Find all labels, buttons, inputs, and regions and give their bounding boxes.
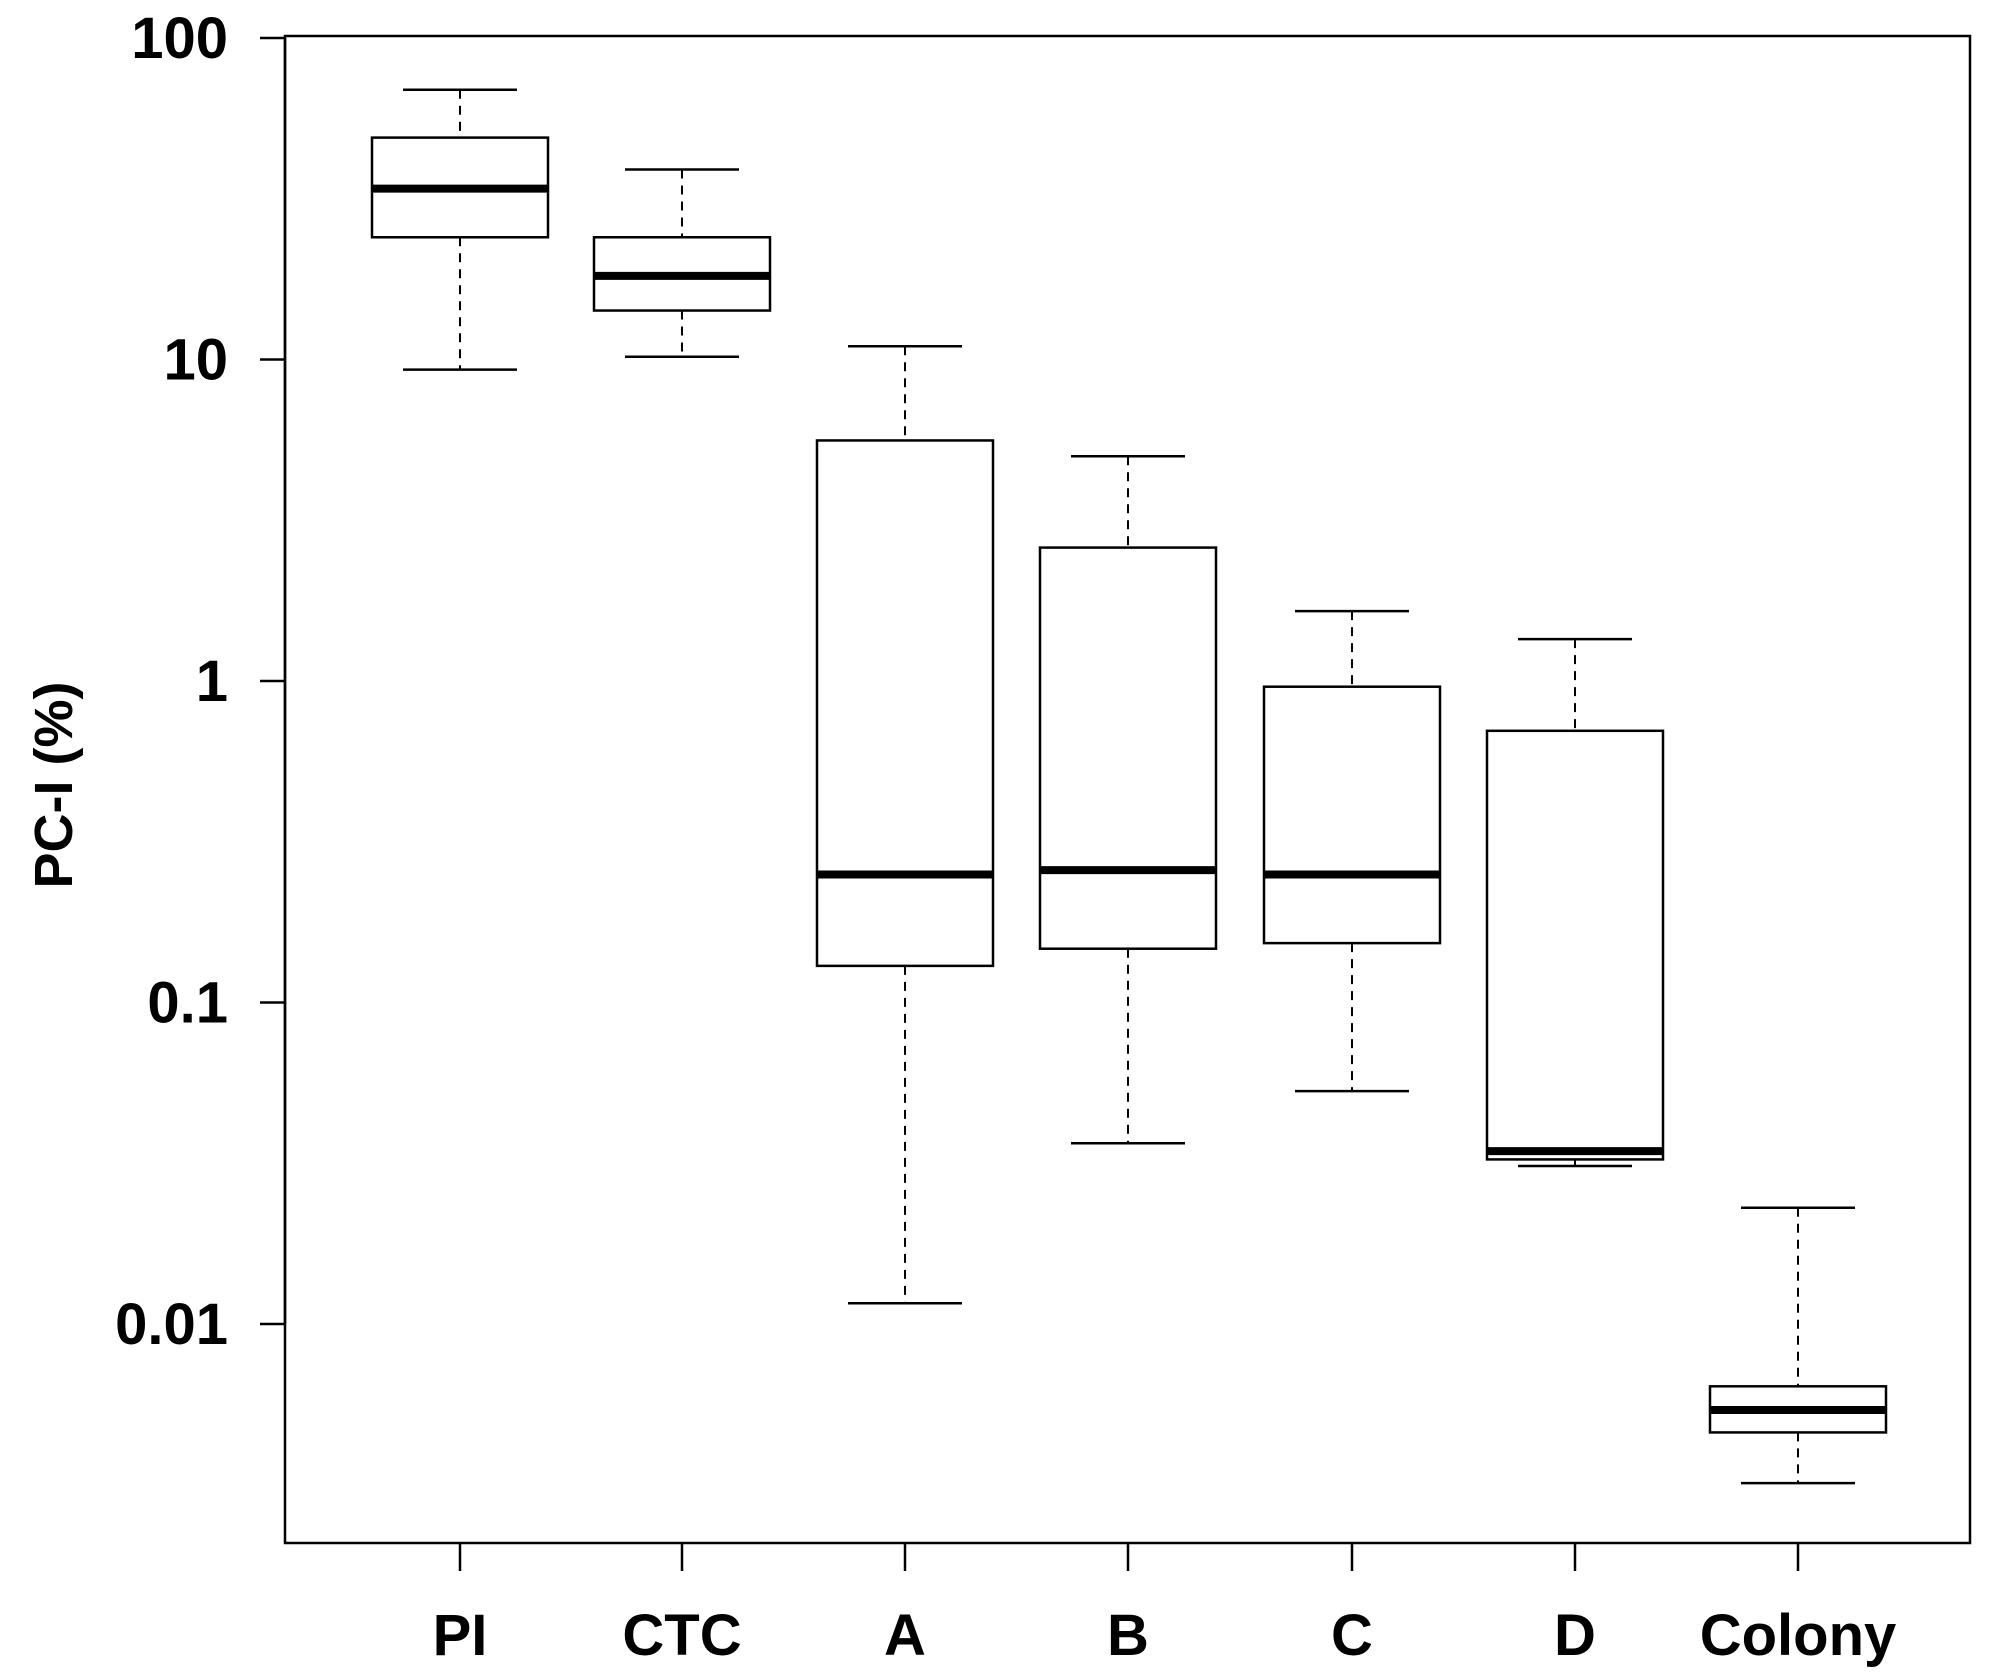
box-b xyxy=(1038,455,1218,1145)
iqr-box xyxy=(1038,546,1218,950)
x-axis: PI CTC A B C D Colony xyxy=(433,1543,1897,1668)
iqr-box xyxy=(815,439,995,968)
y-tick-label: 1 xyxy=(196,649,228,714)
box-a xyxy=(815,344,995,1305)
iqr-box xyxy=(1262,685,1442,945)
x-category-label: D xyxy=(1554,1603,1596,1668)
x-category-label: PI xyxy=(433,1603,488,1668)
box-pi xyxy=(370,88,550,371)
box-colony xyxy=(1708,1206,1888,1485)
boxes xyxy=(370,88,1888,1485)
box-d xyxy=(1485,637,1665,1168)
x-category-label: CTC xyxy=(622,1603,741,1668)
x-category-label: A xyxy=(884,1603,926,1668)
box-c xyxy=(1262,609,1442,1093)
y-tick-label: 10 xyxy=(163,328,228,393)
y-axis-title: PC-I (%) xyxy=(24,682,84,889)
box-ctc xyxy=(592,168,772,358)
y-axis: 100 10 1 0.1 0.01 xyxy=(115,6,287,1357)
iqr-box xyxy=(1485,729,1665,1161)
x-category-label: B xyxy=(1107,1603,1149,1668)
y-tick-label: 0.01 xyxy=(115,1292,228,1357)
y-tick-label: 0.1 xyxy=(147,971,228,1036)
x-category-label: Colony xyxy=(1700,1603,1897,1668)
y-tick-label: 100 xyxy=(131,6,228,71)
x-category-label: C xyxy=(1331,1603,1373,1668)
